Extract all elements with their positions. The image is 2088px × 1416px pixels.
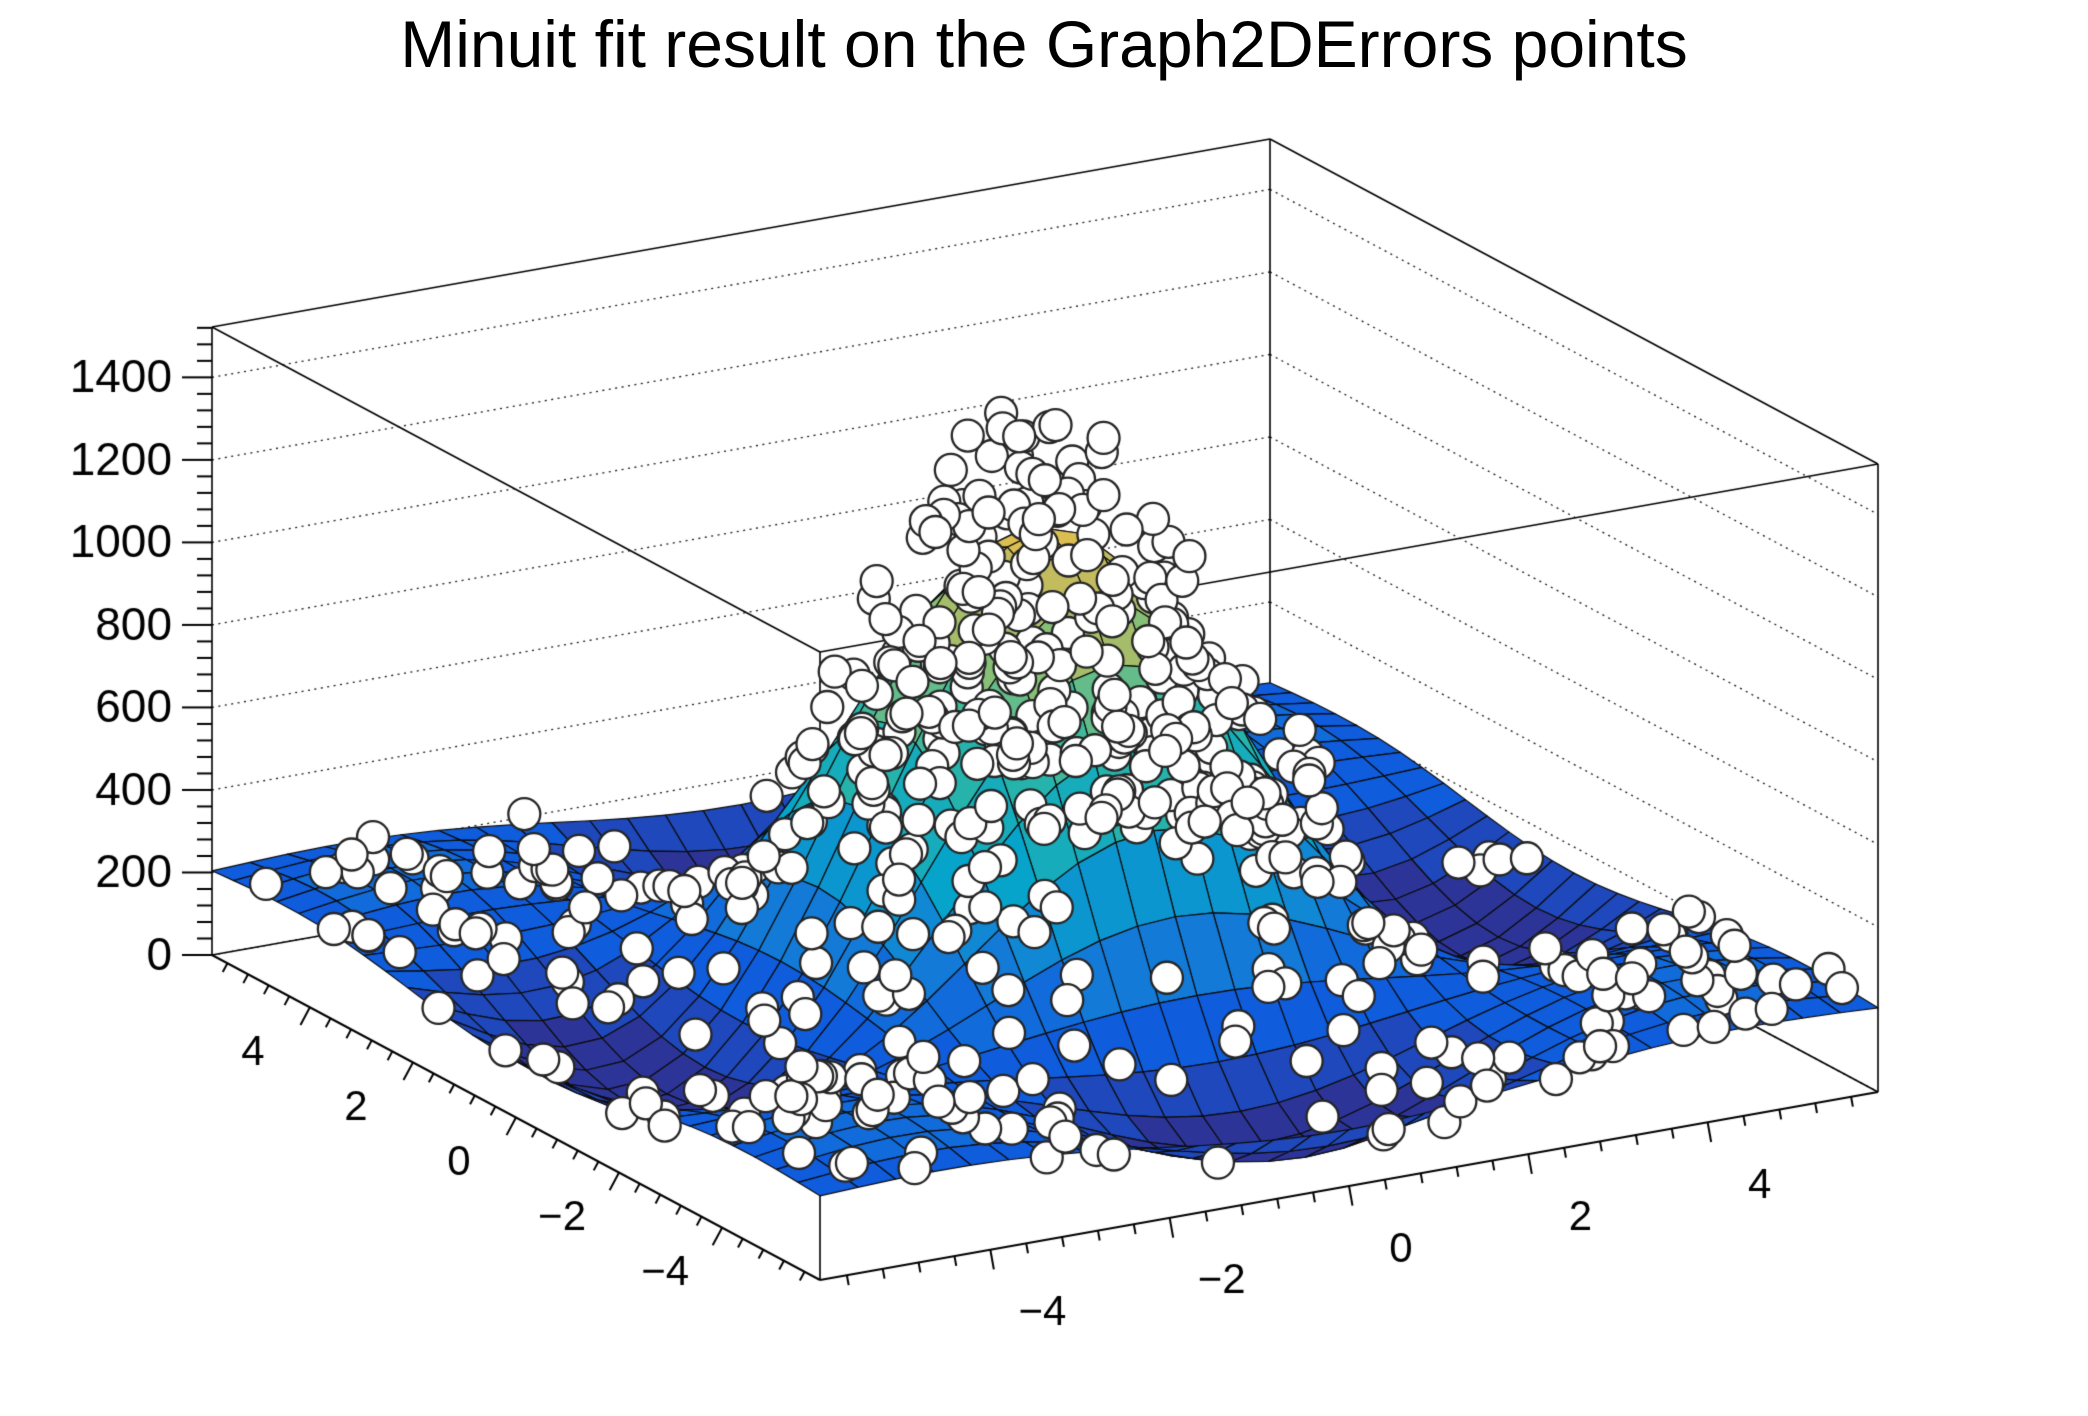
chart-title: Minuit fit result on the Graph2DErrors p… [400,7,1688,81]
